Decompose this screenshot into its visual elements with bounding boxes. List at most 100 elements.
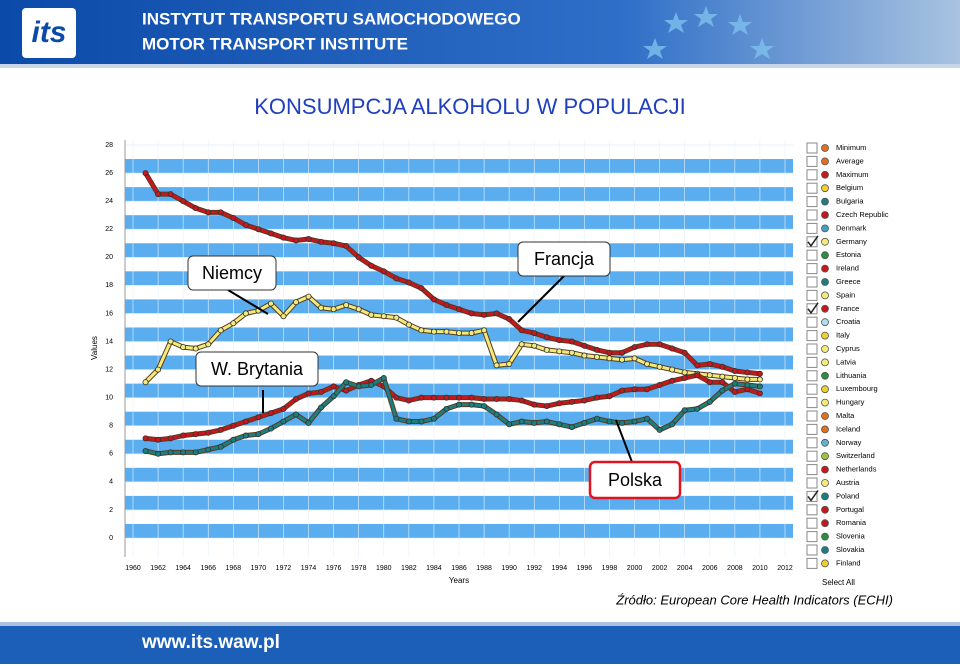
point — [631, 386, 638, 393]
point — [644, 360, 651, 367]
legend-checkbox[interactable] — [806, 477, 818, 489]
legend-checkbox[interactable] — [806, 410, 818, 422]
legend-checkbox[interactable] — [806, 370, 818, 382]
point — [155, 191, 162, 198]
legend-checkbox[interactable] — [806, 383, 818, 395]
point — [644, 415, 651, 422]
legend-checkbox[interactable] — [806, 142, 818, 154]
point — [267, 300, 274, 307]
point — [205, 446, 212, 453]
y-tick-label: 22 — [105, 226, 113, 233]
point — [167, 191, 174, 198]
point — [581, 419, 588, 426]
point — [267, 230, 274, 237]
point — [180, 432, 187, 439]
legend-label: Hungary — [836, 398, 865, 407]
select-all[interactable]: Select All — [822, 578, 855, 587]
legend-checkbox[interactable] — [806, 531, 818, 543]
legend-marker — [821, 452, 829, 461]
legend-checkbox[interactable] — [806, 236, 818, 248]
legend-label: Luxembourg — [836, 384, 878, 393]
point — [581, 352, 588, 359]
x-tick-label: 1994 — [552, 565, 568, 572]
legend-marker — [821, 385, 829, 394]
point — [405, 418, 412, 425]
point — [455, 401, 462, 408]
point — [731, 389, 738, 396]
point — [719, 379, 726, 386]
point — [180, 449, 187, 456]
point — [756, 383, 763, 390]
point — [380, 374, 387, 381]
point — [581, 397, 588, 404]
legend-checkbox[interactable] — [806, 209, 818, 221]
point — [669, 366, 676, 373]
point — [468, 330, 475, 337]
point — [405, 321, 412, 328]
legend-checkbox[interactable] — [806, 437, 818, 449]
legend-checkbox[interactable] — [806, 249, 818, 261]
legend-marker — [821, 278, 829, 286]
point — [669, 421, 676, 428]
x-tick-label: 1998 — [602, 565, 618, 572]
legend-checkbox[interactable] — [806, 276, 818, 288]
point — [192, 205, 199, 212]
legend-check — [807, 489, 819, 502]
legend-checkbox[interactable] — [806, 196, 818, 208]
point — [719, 373, 726, 380]
legend-checkbox[interactable] — [806, 303, 818, 315]
legend-marker — [821, 492, 829, 501]
legend-checkbox[interactable] — [806, 450, 818, 462]
point — [656, 382, 663, 389]
legend-label: Belgium — [836, 183, 863, 192]
legend-checkbox[interactable] — [806, 490, 818, 502]
point — [531, 330, 538, 337]
legend-checkbox[interactable] — [806, 544, 818, 556]
legend-checkbox[interactable] — [806, 316, 818, 328]
point — [355, 306, 362, 313]
legend-checkbox[interactable] — [806, 263, 818, 275]
point — [506, 421, 513, 428]
y-tick-label: 20 — [105, 254, 113, 261]
point — [468, 401, 475, 408]
point — [305, 419, 312, 426]
legend-checkbox[interactable] — [806, 169, 818, 181]
point — [481, 403, 488, 410]
legend-checkbox[interactable] — [806, 423, 818, 435]
point — [681, 374, 688, 381]
legend-checkbox[interactable] — [806, 343, 818, 355]
point — [568, 349, 575, 356]
legend-label: Latvia — [836, 357, 857, 366]
point — [493, 411, 500, 418]
legend-checkbox[interactable] — [806, 557, 818, 569]
legend-checkbox[interactable] — [806, 517, 818, 529]
legend-checkbox[interactable] — [806, 356, 818, 368]
legend-checkbox[interactable] — [806, 397, 818, 409]
x-tick-label: 1992 — [526, 565, 542, 572]
point — [443, 302, 450, 309]
point — [606, 393, 613, 400]
point — [368, 262, 375, 269]
point — [493, 362, 500, 369]
point — [430, 394, 437, 401]
legend-checkbox[interactable] — [806, 504, 818, 516]
legend-checkbox[interactable] — [806, 464, 818, 476]
legend-marker — [821, 358, 829, 367]
point — [305, 390, 312, 397]
point — [330, 383, 337, 390]
point — [631, 418, 638, 425]
legend-checkbox[interactable] — [806, 155, 818, 167]
point — [568, 398, 575, 405]
footer-url: www.its.waw.pl — [141, 632, 280, 653]
legend-checkbox[interactable] — [806, 330, 818, 342]
legend-marker — [821, 398, 829, 407]
point — [656, 426, 663, 433]
legend-marker — [821, 251, 829, 260]
x-tick-label: 1988 — [476, 565, 492, 572]
legend-checkbox[interactable] — [806, 289, 818, 301]
y-tick-label: 26 — [105, 170, 113, 177]
legend-checkbox[interactable] — [806, 222, 818, 234]
legend-label: Iceland — [836, 424, 860, 433]
legend-checkbox[interactable] — [806, 182, 818, 194]
point — [744, 382, 751, 389]
